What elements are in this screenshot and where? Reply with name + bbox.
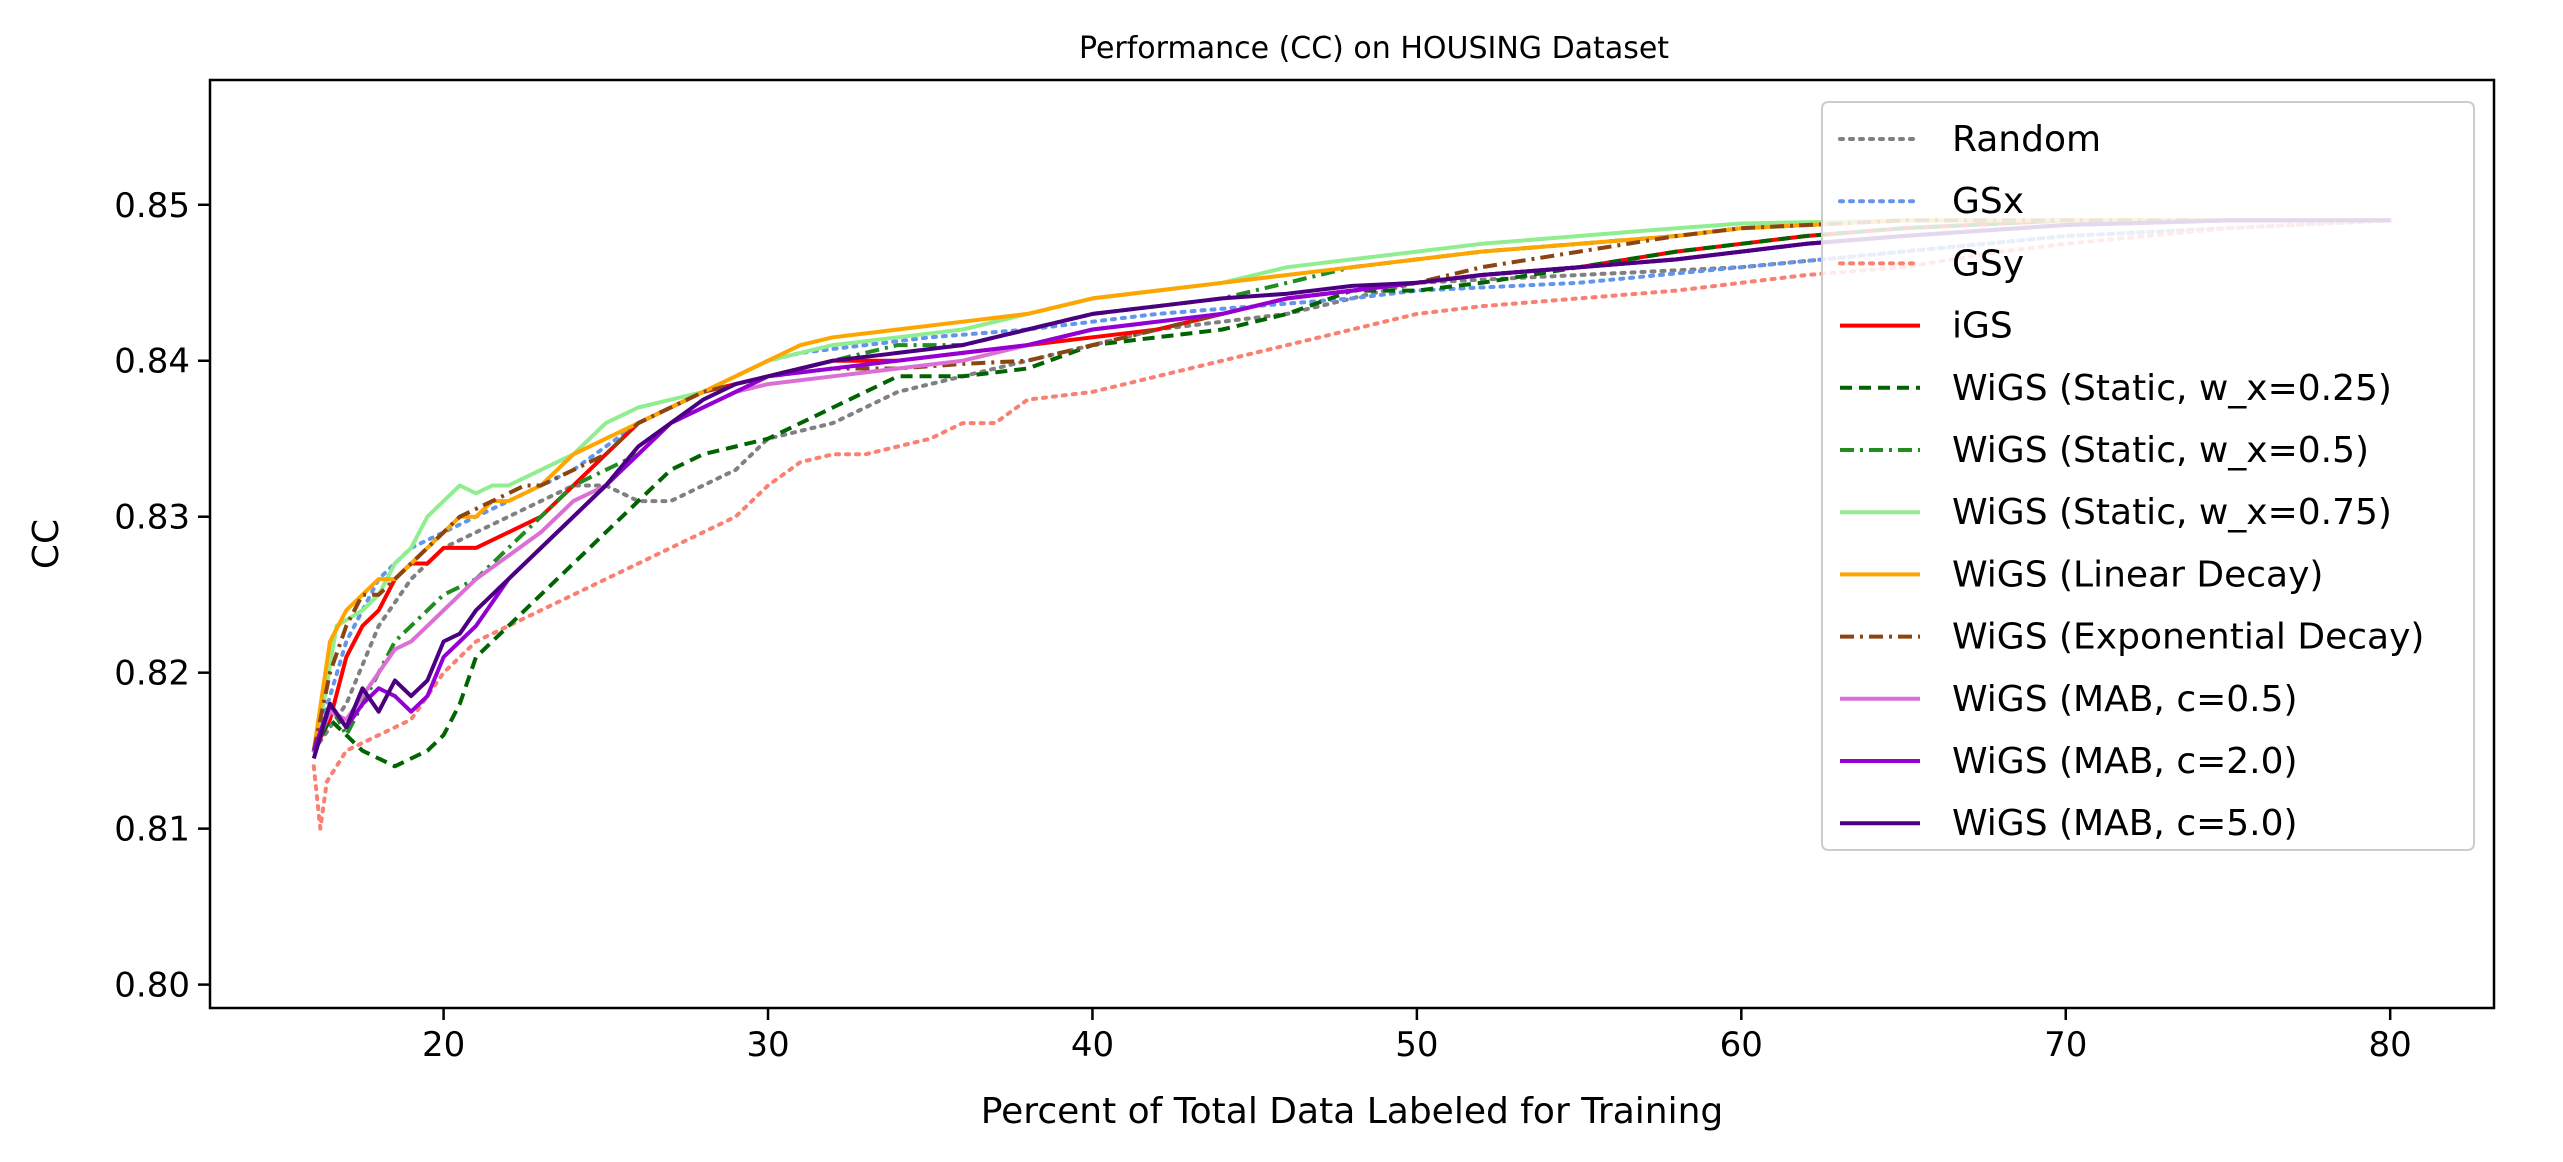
legend: Random GSx GSy iGS WiGS (Static, w_x=0.25) Wi… bbox=[1821, 101, 2475, 851]
y-tick-label: 0.85 bbox=[114, 186, 190, 226]
legend-label: WiGS (Static, w_x=0.25) bbox=[1952, 368, 2392, 409]
y-tick-label: 0.80 bbox=[114, 966, 190, 1006]
legend-label: WiGS (MAB, c=2.0) bbox=[1952, 741, 2298, 782]
legend-label: GSx bbox=[1952, 181, 2024, 222]
x-tick-label: 20 bbox=[422, 1025, 465, 1065]
series-line-9 bbox=[311, 218, 2391, 752]
y-tick-label: 0.82 bbox=[114, 654, 190, 694]
x-axis-label: Percent of Total Data Labeled for Traini… bbox=[981, 1091, 1724, 1132]
x-axis: 20 30 40 50 60 70 80 bbox=[422, 1008, 2412, 1065]
legend-label: iGS bbox=[1952, 306, 2013, 347]
x-tick-label: 80 bbox=[2369, 1025, 2412, 1065]
series-layer bbox=[311, 218, 2393, 831]
y-axis-label: CC bbox=[26, 519, 67, 569]
x-tick-label: 50 bbox=[1395, 1025, 1438, 1065]
x-tick-label: 40 bbox=[1071, 1025, 1114, 1065]
legend-label: GSy bbox=[1952, 243, 2024, 284]
series-line-6 bbox=[311, 218, 2391, 752]
x-tick-label: 30 bbox=[746, 1025, 789, 1065]
series-line-12 bbox=[311, 218, 2391, 760]
legend-label: WiGS (Static, w_x=0.75) bbox=[1952, 492, 2392, 533]
y-tick-label: 0.81 bbox=[114, 810, 190, 850]
legend-label: WiGS (Linear Decay) bbox=[1952, 554, 2323, 595]
x-tick-label: 70 bbox=[2044, 1025, 2087, 1065]
legend-label: WiGS (MAB, c=0.5) bbox=[1952, 679, 2298, 720]
x-tick-label: 60 bbox=[1720, 1025, 1763, 1065]
legend-label: WiGS (Exponential Decay) bbox=[1952, 617, 2424, 658]
plot-frame bbox=[208, 78, 2496, 1010]
legend-box bbox=[1821, 101, 2475, 851]
y-tick-label: 0.83 bbox=[114, 498, 190, 538]
legend-label: WiGS (Static, w_x=0.5) bbox=[1952, 430, 2369, 471]
series-line-3 bbox=[311, 218, 2393, 831]
legend-label: WiGS (MAB, c=5.0) bbox=[1952, 803, 2298, 844]
legend-label: Random bbox=[1952, 119, 2101, 160]
series-line-1 bbox=[311, 218, 2393, 753]
series-line-5 bbox=[312, 218, 2391, 769]
chart-title: Performance (CC) on HOUSING Dataset bbox=[1079, 31, 1669, 66]
y-axis: 0.80 0.81 0.82 0.83 0.84 0.85 bbox=[114, 186, 210, 1006]
y-tick-label: 0.84 bbox=[114, 342, 190, 382]
